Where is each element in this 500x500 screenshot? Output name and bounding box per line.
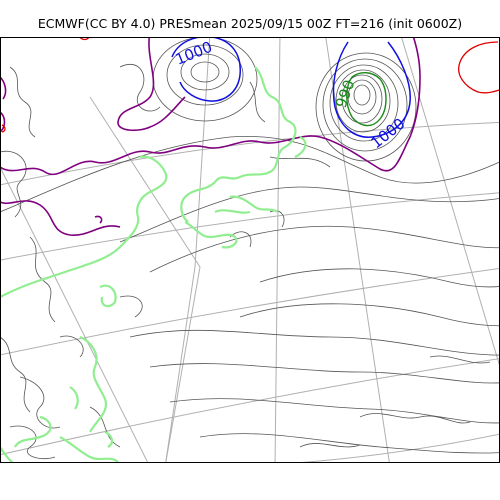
map-border (0, 37, 500, 463)
coastlines (0, 66, 307, 463)
map-title: ECMWF(CC BY 4.0) PRESmean 2025/09/15 00Z… (37, 16, 463, 31)
red-contours (1, 37, 500, 133)
latitude-lines (0, 121, 500, 463)
isobar-label-1000-east: 1000 (367, 114, 408, 152)
pressure-map: 1000 990 1000 (0, 37, 500, 463)
isobar-990 (346, 72, 387, 127)
isobars (0, 37, 500, 460)
purple-contour (0, 37, 421, 236)
